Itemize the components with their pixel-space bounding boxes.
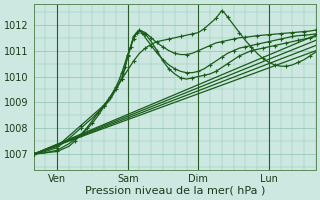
X-axis label: Pression niveau de la mer( hPa ): Pression niveau de la mer( hPa ) xyxy=(84,186,265,196)
